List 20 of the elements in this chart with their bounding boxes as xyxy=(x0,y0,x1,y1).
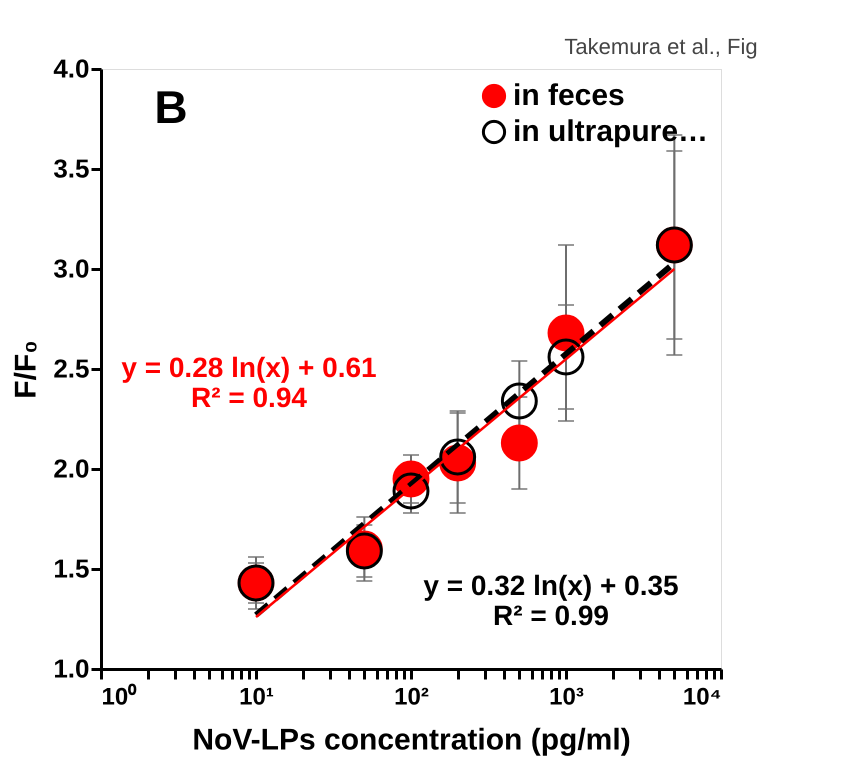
annotation: B xyxy=(154,81,188,133)
y-tick-label: 4.0 xyxy=(53,54,90,84)
annotation: y = 0.32 ln(x) + 0.35 R² = 0.99 xyxy=(423,570,679,631)
y-tick-label: 1.0 xyxy=(53,654,90,684)
y-tick-label: 2.0 xyxy=(53,454,90,484)
x-tick-label: 10³ xyxy=(549,684,584,710)
y-tick-label: 3.0 xyxy=(53,254,90,284)
y-tick-label: 1.5 xyxy=(53,554,90,584)
y-tick-label: 3.5 xyxy=(53,154,90,184)
legend-label: in feces xyxy=(513,79,625,112)
y-axis-title: F/F₀ xyxy=(9,340,42,399)
y-tick-label: 2.5 xyxy=(53,354,90,384)
legend-label: in ultrapure… xyxy=(513,115,708,148)
x-tick-label: 10² xyxy=(394,684,429,710)
x-tick-label: 10⁴ xyxy=(682,684,722,710)
x-tick-label: 10⁰ xyxy=(102,684,138,710)
x-tick-label: 10¹ xyxy=(239,684,274,710)
x-axis-title: NoV-LPs concentration (pg/ml) xyxy=(192,724,631,756)
text: Takemura et al., Fig xyxy=(564,34,758,59)
annotation: y = 0.28 ln(x) + 0.61 R² = 0.94 xyxy=(121,352,377,413)
